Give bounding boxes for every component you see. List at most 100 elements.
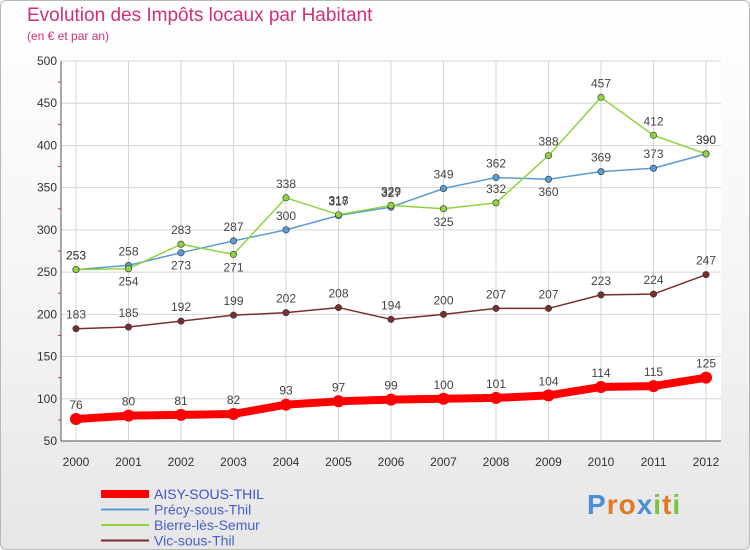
- data-label: 349: [433, 168, 453, 182]
- data-point: [280, 398, 292, 411]
- data-point: [492, 199, 500, 207]
- data-point: [125, 265, 133, 273]
- data-label: 273: [171, 259, 191, 273]
- data-point: [700, 371, 712, 384]
- x-tick-label: 2012: [693, 455, 720, 469]
- data-label: 327: [381, 186, 401, 200]
- data-label: 93: [279, 384, 293, 398]
- y-tick-label: 300: [37, 223, 57, 237]
- data-label: 115: [644, 365, 663, 379]
- data-point: [177, 240, 185, 248]
- data-label: 360: [538, 185, 558, 199]
- y-tick-label: 500: [37, 54, 57, 68]
- x-tick-label: 2005: [325, 455, 352, 469]
- data-label: 390: [696, 133, 716, 147]
- data-point: [227, 407, 240, 420]
- logo-letter: i: [653, 489, 663, 520]
- data-label: 80: [122, 395, 136, 409]
- data-point: [597, 291, 605, 299]
- x-tick-label: 2002: [168, 455, 195, 469]
- data-point: [647, 380, 660, 393]
- data-point: [595, 380, 607, 393]
- data-point: [702, 271, 710, 279]
- data-label: 390: [696, 133, 716, 147]
- x-tick-label: 2009: [535, 455, 562, 469]
- data-point: [544, 152, 552, 160]
- legend-label: Précy-sous-Thil: [154, 502, 251, 518]
- series-bierre-l-s-semur: [72, 93, 710, 274]
- data-point: [492, 174, 500, 182]
- data-label: 81: [174, 394, 188, 408]
- data-label: 207: [538, 287, 558, 301]
- logo-letter: i: [672, 489, 682, 520]
- logo-letter: o: [618, 489, 637, 520]
- data-point: [597, 168, 605, 176]
- data-label: 412: [643, 114, 663, 128]
- x-tick-label: 2010: [588, 455, 615, 469]
- data-point: [230, 237, 238, 245]
- data-label: 287: [223, 220, 243, 234]
- chart-title: Evolution des Impôts locaux par Habitant: [27, 5, 373, 26]
- data-point: [544, 175, 552, 183]
- data-point: [387, 315, 395, 323]
- y-tick-label: 250: [37, 265, 57, 279]
- data-label: 202: [276, 292, 296, 306]
- data-label: 338: [276, 177, 296, 191]
- data-label: 207: [486, 287, 506, 301]
- data-point: [649, 131, 657, 139]
- x-tick-label: 2003: [220, 455, 247, 469]
- data-point: [72, 325, 80, 333]
- data-point: [282, 226, 290, 234]
- data-point: [122, 409, 135, 422]
- logo-letter: P: [587, 489, 607, 520]
- x-tick-label: 2011: [641, 455, 667, 469]
- data-label: 183: [66, 308, 86, 322]
- x-tick-label: 2001: [115, 455, 142, 469]
- data-label: 125: [696, 357, 716, 371]
- data-label: 253: [66, 249, 86, 263]
- data-label: 362: [486, 157, 506, 171]
- data-label: 369: [591, 151, 611, 165]
- data-label: 329: [381, 184, 401, 198]
- data-label: 82: [227, 393, 241, 407]
- y-tick-label: 100: [37, 392, 57, 406]
- data-label: 208: [328, 287, 348, 301]
- data-point: [72, 266, 80, 274]
- proxiti-logo: Proxiti: [587, 489, 681, 521]
- data-point: [437, 392, 450, 405]
- data-point: [702, 150, 710, 158]
- data-point: [439, 310, 447, 318]
- data-point: [649, 290, 657, 298]
- data-label: 317: [328, 195, 348, 209]
- y-tick-label: 400: [37, 138, 57, 152]
- data-point: [334, 304, 342, 312]
- data-label: 388: [538, 135, 558, 149]
- data-point: [175, 408, 187, 421]
- data-label: 76: [69, 398, 83, 412]
- x-tick-label: 2006: [378, 455, 405, 469]
- data-label: 224: [643, 273, 663, 287]
- data-label: 97: [332, 380, 346, 394]
- logo-letter: t: [662, 489, 673, 520]
- legend-label: AISY-SOUS-THIL: [154, 486, 264, 502]
- data-label: 114: [591, 366, 610, 380]
- series-vic-sous-thil: [72, 271, 710, 333]
- data-label: 300: [276, 209, 296, 223]
- data-point: [332, 395, 345, 408]
- data-point: [282, 309, 290, 317]
- y-tick-label: 450: [37, 96, 57, 110]
- data-point: [544, 304, 552, 312]
- data-label: 247: [696, 254, 716, 268]
- data-label: 99: [384, 379, 398, 393]
- data-point: [230, 311, 238, 319]
- y-tick-label: 200: [37, 307, 57, 321]
- x-tick-label: 2000: [63, 455, 90, 469]
- chart-subtitle: (en € et par an): [27, 29, 110, 43]
- x-tick-label: 2004: [273, 455, 300, 469]
- data-label: 253: [66, 249, 86, 263]
- data-point: [439, 185, 447, 193]
- data-point: [542, 389, 555, 402]
- data-label: 457: [591, 76, 611, 90]
- data-point: [439, 205, 447, 213]
- data-label: 185: [118, 306, 138, 320]
